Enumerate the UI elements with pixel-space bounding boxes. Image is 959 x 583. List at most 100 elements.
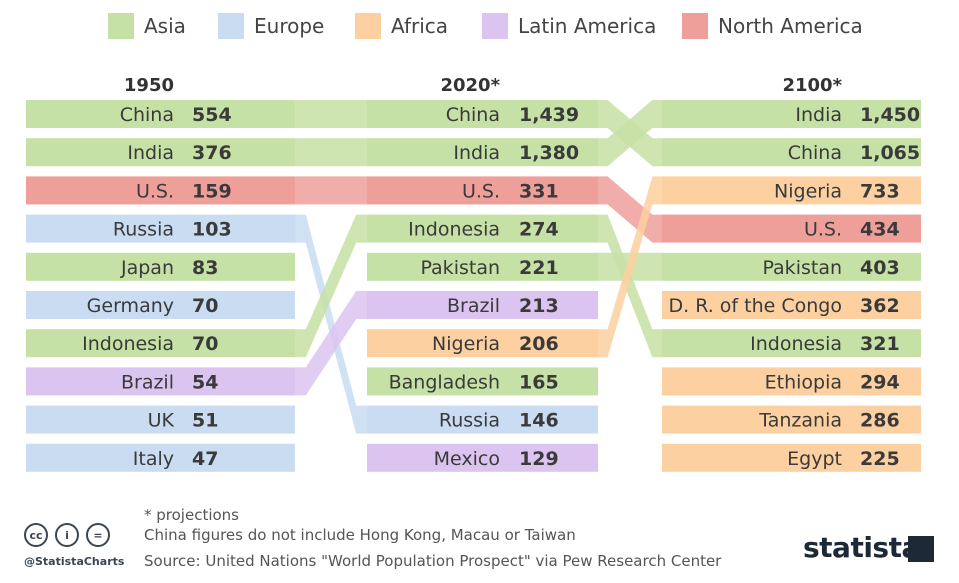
link-india-2020-to-2100 bbox=[598, 100, 662, 167]
bar-1950-u-s bbox=[26, 176, 295, 205]
statista-logo: statista bbox=[803, 531, 920, 564]
link-nigeria-2020-to-2100 bbox=[598, 176, 662, 358]
bar-2100-ethiopia bbox=[662, 367, 921, 396]
link-brazil-1950-to-2020 bbox=[295, 291, 367, 396]
country-label-1950-indonesia: Indonesia bbox=[82, 333, 174, 355]
country-label-2020-russia: Russia bbox=[439, 410, 500, 432]
bar-2020-china bbox=[367, 100, 598, 128]
country-label-1950-india: India bbox=[127, 142, 174, 164]
year-header-1950: 1950 bbox=[124, 75, 174, 96]
value-label-1950-china: 554 bbox=[192, 104, 232, 126]
year-header-2100: 2100* bbox=[782, 75, 842, 96]
country-label-2020-brazil: Brazil bbox=[447, 295, 500, 317]
bar-2100-pakistan bbox=[662, 252, 921, 281]
legend-item-latin-america: Latin America bbox=[482, 12, 656, 40]
bar-1950-russia bbox=[26, 214, 295, 243]
legend-swatch bbox=[355, 13, 381, 39]
legend-item-europe: Europe bbox=[218, 12, 324, 40]
country-label-2020-mexico: Mexico bbox=[434, 448, 500, 470]
bar-2100-tanzania bbox=[662, 405, 921, 434]
value-label-2020-u-s: 331 bbox=[519, 180, 559, 202]
value-label-2020-pakistan: 221 bbox=[519, 257, 559, 279]
value-label-2100-indonesia: 321 bbox=[860, 333, 900, 355]
value-label-2100-pakistan: 403 bbox=[860, 257, 900, 279]
footnote-projections: * projections bbox=[144, 506, 239, 524]
country-label-2100-india: India bbox=[795, 104, 842, 126]
country-label-2100-u-s: U.S. bbox=[804, 219, 842, 241]
country-label-2020-indonesia: Indonesia bbox=[408, 219, 500, 241]
source-note: Source: United Nations "World Population… bbox=[144, 552, 722, 570]
bar-2020-brazil bbox=[367, 291, 598, 319]
bar-1950-india bbox=[26, 138, 295, 167]
bar-2020-india bbox=[367, 138, 598, 167]
bar-2020-pakistan bbox=[367, 252, 598, 281]
bar-1950-china bbox=[26, 100, 295, 128]
legend-swatch bbox=[482, 13, 508, 39]
country-label-2100-indonesia: Indonesia bbox=[750, 333, 842, 355]
legend-item-asia: Asia bbox=[108, 12, 186, 40]
value-label-1950-japan: 83 bbox=[192, 257, 218, 279]
country-label-2100-china: China bbox=[788, 142, 842, 164]
link-indonesia-1950-to-2020 bbox=[295, 214, 367, 358]
legend-item-north-america: North America bbox=[682, 12, 863, 40]
legend-swatch bbox=[682, 13, 708, 39]
bar-1950-japan bbox=[26, 252, 295, 281]
legend-label: Asia bbox=[144, 14, 186, 38]
value-label-2100-nigeria: 733 bbox=[860, 180, 900, 202]
link-india-1950-to-2020 bbox=[295, 138, 367, 167]
bar-2100-d-r-of-the-congo bbox=[662, 291, 921, 319]
legend: Asia Europe Africa Latin America North Ameri… bbox=[0, 0, 959, 52]
legend-label: Africa bbox=[391, 14, 449, 38]
bar-2100-indonesia bbox=[662, 329, 921, 358]
bar-2020-russia bbox=[367, 405, 598, 434]
country-label-1950-uk: UK bbox=[148, 410, 175, 432]
value-label-1950-indonesia: 70 bbox=[192, 333, 218, 355]
creative-commons-icon: cc bbox=[24, 523, 48, 547]
population-ranking-chart: 1950 China 554 India 376 U.S. 159 Russia 103 Japa… bbox=[26, 75, 921, 472]
footer: * projections China figures do not inclu… bbox=[0, 500, 959, 583]
bar-2020-u-s bbox=[367, 176, 598, 205]
value-label-2020-china: 1,439 bbox=[519, 104, 579, 126]
value-label-1950-india: 376 bbox=[192, 142, 232, 164]
value-label-2100-china: 1,065 bbox=[860, 142, 920, 164]
country-label-1950-germany: Germany bbox=[87, 295, 174, 317]
value-label-1950-u-s: 159 bbox=[192, 180, 232, 202]
country-label-1950-japan: Japan bbox=[120, 257, 174, 279]
value-label-2020-russia: 146 bbox=[519, 410, 559, 432]
value-label-2020-india: 1,380 bbox=[519, 142, 579, 164]
social-handle: @StatistaCharts bbox=[24, 555, 125, 568]
year-header-2020: 2020* bbox=[440, 75, 500, 96]
country-label-2100-nigeria: Nigeria bbox=[774, 180, 842, 202]
rank-change-links bbox=[295, 100, 662, 434]
country-label-2100-egypt: Egypt bbox=[787, 448, 842, 470]
bar-2100-china bbox=[662, 138, 921, 167]
country-label-2020-india: India bbox=[453, 142, 500, 164]
bar-2020-bangladesh bbox=[367, 367, 598, 396]
country-label-2100-tanzania: Tanzania bbox=[758, 410, 842, 432]
link-china-1950-to-2020 bbox=[295, 100, 367, 128]
bar-1950-brazil bbox=[26, 367, 295, 396]
country-label-1950-u-s: U.S. bbox=[136, 180, 174, 202]
legend-label: Europe bbox=[254, 14, 325, 38]
rank-labels: 1950 China 554 India 376 U.S. 159 Russia 103 Japa… bbox=[82, 75, 920, 470]
country-label-2020-nigeria: Nigeria bbox=[432, 333, 500, 355]
value-label-2100-d-r-of-the-congo: 362 bbox=[860, 295, 900, 317]
country-label-2020-bangladesh: Bangladesh bbox=[389, 371, 500, 393]
legend-item-africa: Africa bbox=[355, 12, 448, 40]
link-u-s-1950-to-2020 bbox=[295, 176, 367, 205]
legend-swatch bbox=[218, 13, 244, 39]
country-label-2100-d-r-of-the-congo: D. R. of the Congo bbox=[668, 295, 842, 317]
bar-1950-italy bbox=[26, 443, 295, 472]
value-label-1950-brazil: 54 bbox=[192, 371, 218, 393]
license-icons: cc i = bbox=[24, 523, 117, 547]
country-label-2100-ethiopia: Ethiopia bbox=[765, 371, 842, 393]
value-label-1950-russia: 103 bbox=[192, 219, 232, 241]
bar-2100-nigeria bbox=[662, 176, 921, 205]
value-label-2020-nigeria: 206 bbox=[519, 333, 559, 355]
value-label-2020-indonesia: 274 bbox=[519, 219, 559, 241]
bar-2020-nigeria bbox=[367, 329, 598, 358]
value-label-2100-u-s: 434 bbox=[860, 219, 900, 241]
bar-2100-india bbox=[662, 100, 921, 128]
no-derivatives-icon: = bbox=[86, 523, 110, 547]
country-label-2020-u-s: U.S. bbox=[462, 180, 500, 202]
